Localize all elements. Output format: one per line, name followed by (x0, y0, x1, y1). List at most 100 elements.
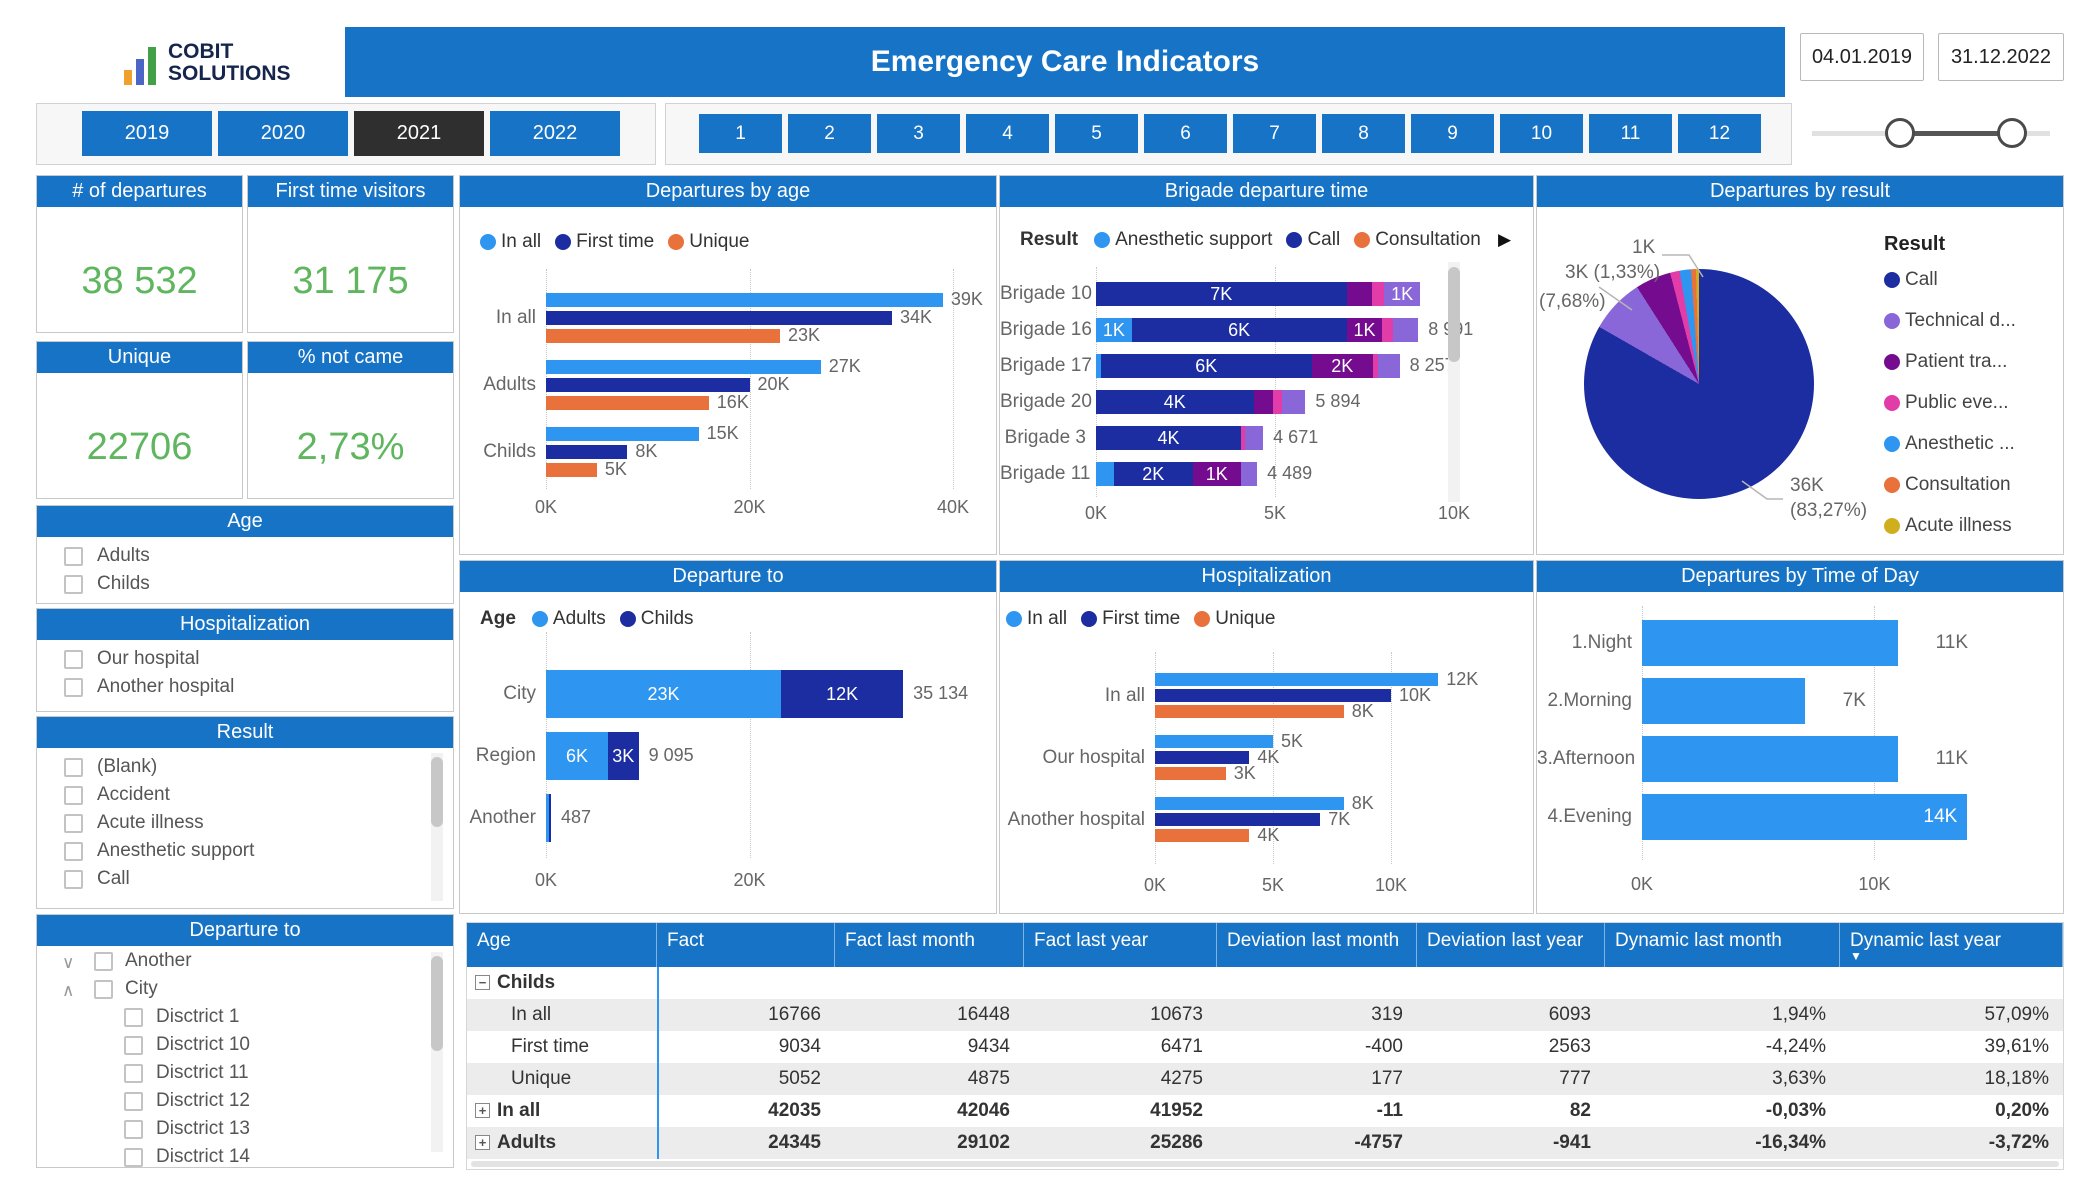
table-row[interactable]: In all +42035 42046 41952 -11 82 -0,03% 0,20% (467, 1095, 2063, 1127)
checkbox[interactable] (124, 1064, 143, 1083)
legend-item[interactable]: In all (480, 231, 541, 253)
bar-segment[interactable]: 12K (781, 670, 904, 718)
column-header[interactable]: Deviation last year (1417, 923, 1605, 967)
month-button-6[interactable]: 6 (1144, 114, 1227, 153)
bar-segment[interactable] (1096, 354, 1101, 378)
expand-icon[interactable]: + (475, 1135, 490, 1150)
bar-first-time[interactable] (546, 445, 628, 459)
legend-item[interactable]: Acute illness (1884, 515, 2012, 537)
slider-handle-right[interactable] (1997, 118, 2027, 148)
bar-unique[interactable] (1155, 829, 1250, 842)
bar-first-time[interactable] (1155, 689, 1391, 702)
bar-in-all[interactable] (546, 293, 943, 307)
legend-item[interactable]: In all (1006, 608, 1067, 630)
table-row[interactable]: In all 16766 16448 10673 319 6093 1,94% 57,09% (467, 999, 2063, 1031)
bar-in-all[interactable] (546, 427, 699, 441)
legend-item[interactable]: Unique (1194, 608, 1275, 630)
bar-segment[interactable] (1378, 354, 1400, 378)
bar-unique[interactable] (546, 329, 781, 343)
legend-item[interactable]: Call (1286, 229, 1340, 251)
bar-3-afternoon[interactable] (1642, 736, 1898, 782)
bar-segment[interactable]: 23K (546, 670, 782, 718)
bar-first-time[interactable] (546, 311, 892, 325)
bar-segment[interactable]: 2K (1113, 462, 1193, 486)
bar-segment[interactable]: 3K (608, 732, 639, 780)
bar-2-morning[interactable] (1642, 678, 1805, 724)
checkbox[interactable] (124, 1036, 143, 1055)
slider-active-range[interactable] (1900, 131, 2012, 136)
collapse-icon[interactable]: − (475, 975, 490, 990)
bar-segment[interactable]: 2K (1311, 354, 1373, 378)
bar-unique[interactable] (546, 463, 597, 477)
legend-item[interactable]: Public eve... (1884, 392, 2009, 414)
legend-item[interactable]: Technical d... (1884, 310, 2016, 332)
legend-item[interactable]: First time (1081, 608, 1180, 630)
bar-in-all[interactable] (1155, 735, 1273, 748)
bar-segment[interactable]: 6K (1131, 318, 1347, 342)
bar-unique[interactable] (1155, 767, 1226, 780)
bar-first-time[interactable] (1155, 813, 1321, 826)
column-header[interactable]: Fact last month (835, 923, 1024, 967)
bar-segment[interactable]: 1K (1096, 318, 1132, 342)
month-button-10[interactable]: 10 (1500, 114, 1583, 153)
column-header[interactable]: Fact (657, 923, 835, 967)
expand-icon[interactable]: + (475, 1103, 490, 1118)
legend-item[interactable]: Anesthetic ... (1884, 433, 2015, 455)
column-header[interactable]: Dynamic last month (1605, 923, 1840, 967)
bar-in-all[interactable] (1155, 797, 1344, 810)
horizontal-scrollbar[interactable] (471, 1161, 2059, 1167)
month-button-1[interactable]: 1 (699, 114, 782, 153)
bar-unique[interactable] (546, 396, 709, 410)
legend-item[interactable]: Unique (668, 231, 749, 253)
pie-chart[interactable] (1584, 269, 1814, 499)
bar-segment[interactable] (1382, 318, 1394, 342)
bar-segment[interactable]: 1K (1346, 318, 1383, 342)
bar-first-time[interactable] (546, 378, 750, 392)
legend-item[interactable]: First time (555, 231, 654, 253)
checkbox[interactable] (64, 758, 83, 777)
year-button-2021[interactable]: 2021 (354, 111, 484, 156)
month-button-3[interactable]: 3 (877, 114, 960, 153)
bar-segment[interactable] (1096, 462, 1114, 486)
bar-segment[interactable] (548, 794, 551, 842)
checkbox[interactable] (64, 575, 83, 594)
checkbox[interactable] (94, 952, 113, 971)
checkbox[interactable] (124, 1120, 143, 1139)
bar-segment[interactable] (546, 794, 549, 842)
legend-item[interactable]: Consultation (1354, 229, 1481, 251)
checkbox[interactable] (124, 1008, 143, 1027)
checkbox[interactable] (124, 1148, 143, 1167)
column-header[interactable]: Deviation last month (1217, 923, 1417, 967)
legend-overflow-icon[interactable]: ▶ (1498, 230, 1512, 249)
bar-segment[interactable] (1372, 354, 1379, 378)
legend-item[interactable]: Childs (619, 608, 694, 630)
checkbox[interactable] (64, 650, 83, 669)
bar-segment[interactable] (1253, 390, 1274, 414)
date-from-input[interactable]: 04.01.2019 (1800, 33, 1924, 81)
bar-4-evening[interactable]: 14K (1642, 794, 1968, 840)
year-button-2019[interactable]: 2019 (82, 111, 212, 156)
bar-segment[interactable] (1393, 318, 1419, 342)
bar-segment[interactable] (1282, 390, 1306, 414)
scrollbar-thumb[interactable] (1448, 267, 1460, 362)
bar-segment[interactable] (1371, 282, 1385, 306)
bar-segment[interactable] (1245, 426, 1264, 450)
month-button-5[interactable]: 5 (1055, 114, 1138, 153)
month-button-2[interactable]: 2 (788, 114, 871, 153)
table-row[interactable]: Unique 5052 4875 4275 177 777 3,63% 18,18% (467, 1063, 2063, 1095)
column-header[interactable]: Dynamic last year ▼ (1840, 923, 2063, 967)
bar-segment[interactable]: 1K (1384, 282, 1420, 306)
month-button-12[interactable]: 12 (1678, 114, 1761, 153)
scrollbar-thumb[interactable] (431, 757, 443, 827)
bar-segment[interactable]: 6K (546, 732, 609, 780)
month-button-9[interactable]: 9 (1411, 114, 1494, 153)
bar-segment[interactable]: 4K (1096, 426, 1241, 450)
bar-1-night[interactable] (1642, 620, 1898, 666)
bar-first-time[interactable] (1155, 751, 1250, 764)
bar-segment[interactable]: 6K (1100, 354, 1312, 378)
checkbox[interactable] (94, 980, 113, 999)
month-button-4[interactable]: 4 (966, 114, 1049, 153)
slider-handle-left[interactable] (1885, 118, 1915, 148)
scrollbar-thumb[interactable] (431, 956, 443, 1051)
bar-segment[interactable]: 7K (1096, 282, 1347, 306)
